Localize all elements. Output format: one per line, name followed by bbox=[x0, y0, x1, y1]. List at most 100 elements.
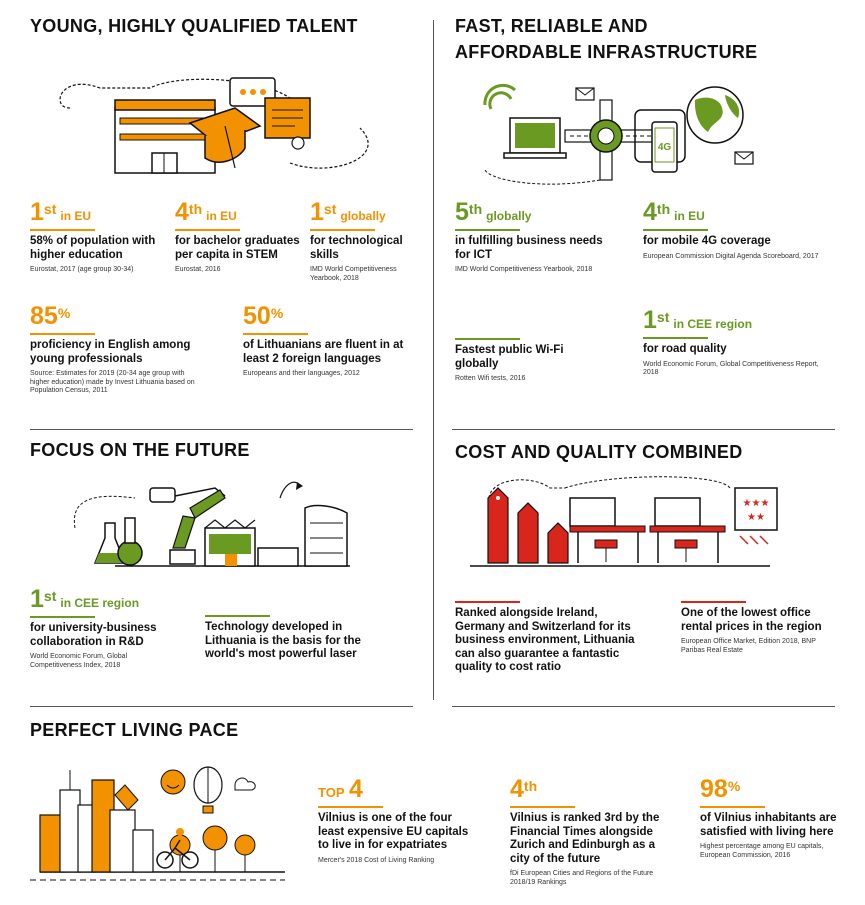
center-divider-top bbox=[433, 20, 434, 700]
stat-qualifier: in CEE region bbox=[673, 317, 753, 331]
infra-stat-ict: 5th globally in fulfilling business needs… bbox=[455, 198, 615, 275]
stat-description: Fastest public Wi-Fi globally bbox=[455, 344, 564, 370]
stat-source: Mercer's 2018 Cost of Living Ranking bbox=[318, 856, 435, 864]
stat-description: One of the lowest office rental prices i… bbox=[681, 607, 822, 633]
talent-stat-stem: 4th in EU for bachelor graduates per capi… bbox=[175, 198, 300, 275]
stat-rule bbox=[175, 229, 240, 231]
stat-qualifier: in EU bbox=[206, 209, 237, 223]
phone-4g-label: 4G bbox=[658, 142, 672, 153]
stat-rule bbox=[510, 806, 575, 808]
stat-number: 50 bbox=[243, 302, 271, 330]
cost-stat-office-rental: One of the lowest office rental prices i… bbox=[681, 598, 831, 655]
infrastructure-illustration: 4G bbox=[483, 83, 754, 185]
stat-source: Eurostat, 2016 bbox=[175, 266, 221, 273]
living-stat-top4: TOP 4 Vilnius is one of the four least e… bbox=[318, 775, 478, 865]
talent-stat-eu-higher-education: 1st in EU 58% of population with higher e… bbox=[30, 198, 170, 275]
stat-description: for mobile 4G coverage bbox=[643, 235, 771, 247]
stat-source: fDi European Cities and Regions of the F… bbox=[510, 870, 654, 886]
stat-description: of Vilnius inhabitants are satisfied wit… bbox=[700, 812, 837, 838]
stat-superscript: st bbox=[43, 588, 57, 604]
infra-stat-roads: 1st in CEE region for road quality World … bbox=[643, 306, 833, 378]
stat-superscript: % bbox=[727, 778, 741, 794]
stat-qualifier: in EU bbox=[60, 209, 92, 223]
stat-description: for university-business collaboration in… bbox=[30, 622, 157, 648]
stat-rule bbox=[643, 229, 708, 231]
infra-stat-4g: 4th in EU for mobile 4G coverage European… bbox=[643, 198, 833, 261]
stat-description: for technological skills bbox=[310, 235, 403, 261]
stat-number: 98 bbox=[700, 775, 728, 803]
cost-stat-business-environment: Ranked alongside Ireland, Germany and Sw… bbox=[455, 598, 635, 675]
stat-number: 5 bbox=[455, 198, 469, 226]
stat-number: 1 bbox=[30, 198, 44, 226]
stat-rule bbox=[455, 601, 520, 603]
section-title-infrastructure-line1: FAST, RELIABLE AND bbox=[455, 16, 648, 36]
education-illustration bbox=[59, 77, 369, 174]
stat-superscript: % bbox=[57, 305, 71, 321]
stat-number: 4 bbox=[510, 775, 524, 803]
stat-number: 1 bbox=[643, 306, 657, 334]
stat-rule bbox=[643, 337, 708, 339]
stat-superscript: st bbox=[323, 201, 337, 217]
stat-superscript: th bbox=[468, 201, 483, 217]
stat-superscript: th bbox=[656, 201, 671, 217]
stat-qualifier: globally bbox=[486, 209, 532, 223]
stat-rule bbox=[30, 333, 95, 335]
stat-rule bbox=[310, 229, 375, 231]
stat-qualifier: globally bbox=[340, 209, 386, 223]
stat-rule bbox=[455, 229, 520, 231]
stat-source: IMD World Competitiveness Yearbook, 2018 bbox=[455, 266, 593, 273]
stat-superscript: st bbox=[43, 201, 57, 217]
stat-source: Highest percentage among EU capitals, Eu… bbox=[700, 843, 824, 859]
stat-superscript: th bbox=[523, 778, 538, 794]
stat-number: 1 bbox=[30, 585, 44, 613]
stat-description: Ranked alongside Ireland, Germany and Sw… bbox=[455, 607, 635, 673]
stat-source: Eurostat, 2017 (age group 30-34) bbox=[30, 266, 134, 273]
divider-right-1 bbox=[452, 429, 835, 430]
living-stat-city-of-future: 4th Vilnius is ranked 3rd by the Financi… bbox=[510, 775, 665, 887]
svg-text:★★★: ★★★ bbox=[743, 498, 770, 509]
stat-rule bbox=[455, 338, 520, 340]
section-title-talent: YOUNG, HIGHLY QUALIFIED TALENT bbox=[30, 16, 358, 36]
stat-rule bbox=[318, 806, 383, 808]
stat-superscript: th bbox=[188, 201, 203, 217]
stat-rule bbox=[243, 333, 308, 335]
stat-description: Technology developed in Lithuania is the… bbox=[205, 621, 361, 660]
stat-description: in fulfilling business needs for ICT bbox=[455, 235, 603, 261]
talent-stat-languages: 50% of Lithuanians are fluent in at leas… bbox=[243, 302, 408, 379]
stat-superscript: % bbox=[270, 305, 284, 321]
stat-number: 4 bbox=[348, 775, 363, 803]
stat-description: Vilnius is one of the four least expensi… bbox=[318, 812, 469, 851]
stat-number: 4 bbox=[175, 198, 189, 226]
stat-number: 4 bbox=[643, 198, 657, 226]
living-stat-satisfaction: 98% of Vilnius inhabitants are satisfied… bbox=[700, 775, 845, 860]
stat-source: European Commission Digital Agenda Score… bbox=[643, 252, 819, 260]
divider-right-2 bbox=[452, 706, 835, 707]
section-title-living: PERFECT LIVING PACE bbox=[30, 720, 239, 740]
talent-stat-english: 85% proficiency in English among young p… bbox=[30, 302, 205, 396]
stat-description: 58% of population with higher education bbox=[30, 235, 156, 261]
future-stat-rnd: 1st in CEE region for university-business… bbox=[30, 585, 170, 670]
svg-text:★★: ★★ bbox=[747, 512, 765, 523]
city-life-illustration bbox=[30, 766, 285, 881]
divider-left-1 bbox=[30, 429, 413, 430]
stat-rule bbox=[205, 615, 270, 617]
stat-superscript: st bbox=[656, 309, 670, 325]
stat-description: proficiency in English among young profe… bbox=[30, 339, 191, 365]
stat-rule bbox=[700, 806, 765, 808]
stat-description: of Lithuanians are fluent in at least 2 … bbox=[243, 339, 404, 365]
stat-source: IMD World Competitiveness Yearbook, 2018 bbox=[310, 266, 397, 282]
stat-number: 1 bbox=[310, 198, 324, 226]
stat-source: Europeans and their languages, 2012 bbox=[243, 370, 360, 377]
stat-qualifier: in CEE region bbox=[60, 596, 140, 610]
stat-source: Source: Estimates for 2019 (20-34 age gr… bbox=[30, 370, 195, 394]
section-title-future: FOCUS ON THE FUTURE bbox=[30, 440, 250, 460]
stat-rule bbox=[30, 616, 95, 618]
stat-source: World Economic Forum, Global Competitive… bbox=[30, 653, 128, 669]
section-title-infrastructure-line2: AFFORDABLE INFRASTRUCTURE bbox=[455, 42, 758, 62]
stat-description: Vilnius is ranked 3rd by the Financial T… bbox=[510, 812, 660, 865]
stat-rule bbox=[681, 601, 746, 603]
stat-prefix: TOP bbox=[318, 785, 345, 800]
infra-stat-wifi: Fastest public Wi-Fi globally Rotten Wif… bbox=[455, 335, 565, 384]
lab-factory-illustration bbox=[73, 481, 350, 567]
divider-left-2 bbox=[30, 706, 413, 707]
